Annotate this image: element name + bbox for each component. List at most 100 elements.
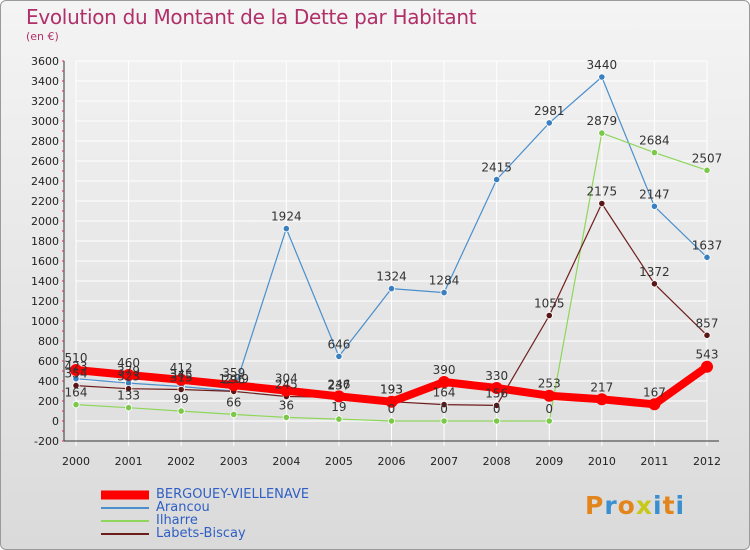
- x-tick-label: 2004: [272, 455, 300, 468]
- data-point: [545, 119, 553, 127]
- y-tick-label: 1600: [31, 255, 59, 268]
- data-point: [387, 417, 396, 425]
- data-point: [543, 389, 556, 402]
- chart-title: Evolution du Montant de la Dette par Hab…: [26, 5, 477, 29]
- data-label: 253: [538, 377, 561, 391]
- data-label: 99: [174, 392, 189, 406]
- data-point: [703, 331, 711, 339]
- data-label: 0: [440, 402, 448, 416]
- data-label: 2147: [639, 187, 670, 201]
- brand-letter: i: [653, 491, 663, 520]
- data-point: [703, 166, 711, 174]
- data-point: [70, 364, 82, 376]
- brand-letter: r: [604, 491, 618, 520]
- data-point: [72, 381, 80, 390]
- data-point: [701, 360, 713, 373]
- data-point: [545, 311, 553, 320]
- data-point: [282, 413, 290, 421]
- x-tick-label: 2008: [483, 455, 511, 468]
- data-label: 2879: [587, 114, 618, 128]
- y-tick-label: 1800: [31, 235, 59, 248]
- data-label: 237: [327, 378, 350, 392]
- data-label: 246: [327, 377, 350, 391]
- data-label: 245: [275, 378, 298, 392]
- data-label: 1284: [429, 274, 460, 288]
- x-tick-label: 2010: [588, 455, 616, 468]
- data-point: [598, 73, 606, 81]
- legend-label: Ilharre: [156, 513, 198, 528]
- legend-item: BERGOUEY-VIELLENAVE: [101, 488, 309, 501]
- y-tick-label: 600: [38, 355, 59, 368]
- data-label: 296: [222, 372, 245, 386]
- data-label: 164: [433, 386, 456, 400]
- data-label: 2981: [534, 104, 565, 118]
- data-label: 304: [275, 372, 298, 386]
- brand-letter: x: [635, 491, 653, 520]
- x-tick-label: 2007: [430, 455, 458, 468]
- data-label: 423: [65, 360, 88, 374]
- data-label: 1055: [534, 297, 565, 311]
- data-point: [177, 407, 185, 415]
- data-point: [72, 400, 80, 409]
- data-point: [230, 410, 238, 418]
- y-tick-label: 2600: [31, 155, 59, 168]
- y-tick-label: 3600: [31, 55, 59, 68]
- data-label: 164: [65, 386, 88, 400]
- data-label: 3440: [587, 58, 618, 72]
- data-label: 510: [65, 351, 88, 365]
- data-point: [385, 395, 398, 408]
- data-point: [177, 385, 185, 394]
- data-label: 0: [493, 402, 501, 416]
- data-point: [650, 280, 659, 288]
- data-label: 359: [222, 366, 245, 380]
- data-point: [598, 129, 606, 137]
- y-tick-label: 3000: [31, 115, 59, 128]
- data-point: [387, 284, 396, 293]
- y-tick-label: 2800: [31, 135, 59, 148]
- y-tick-label: 1400: [31, 275, 59, 288]
- chart-unit: (en €): [26, 30, 59, 43]
- data-label: 345: [170, 368, 193, 382]
- x-tick-label: 2001: [115, 455, 143, 468]
- y-tick-label: 2400: [31, 175, 59, 188]
- data-label: 19: [331, 400, 346, 414]
- data-point: [440, 417, 448, 425]
- data-point: [124, 404, 133, 412]
- brand-letter: t: [662, 491, 676, 520]
- data-label: 1637: [692, 238, 723, 252]
- data-point: [440, 288, 448, 297]
- data-point: [493, 417, 501, 425]
- data-point: [598, 199, 606, 208]
- x-tick-label: 2006: [378, 455, 406, 468]
- data-label: 1924: [271, 210, 302, 224]
- data-label: 2175: [587, 185, 618, 199]
- data-label: 543: [696, 348, 719, 362]
- data-label: 315: [170, 371, 193, 385]
- legend-item: Arancou: [101, 501, 309, 514]
- legend-swatch: [101, 532, 149, 535]
- data-point: [595, 393, 608, 406]
- data-label: 2415: [481, 161, 512, 175]
- data-label: 133: [117, 389, 140, 403]
- brand-letter: P: [585, 491, 605, 520]
- legend-swatch: [101, 519, 149, 522]
- data-label: 217: [590, 380, 613, 394]
- data-label: 412: [170, 361, 193, 375]
- data-point: [440, 400, 448, 409]
- data-label: 193: [380, 383, 403, 397]
- chart-legend: BERGOUEY-VIELLENAVE Arancou Ilharre Labets-…: [101, 488, 309, 540]
- data-label: 379: [117, 364, 140, 378]
- series-bergouey-viellenave: [70, 360, 713, 411]
- data-label: 193: [380, 383, 403, 397]
- data-labels: 510 460 412 359 304 246 193 390 330 253 217 167 543 4…: [65, 58, 723, 416]
- data-label: 460: [117, 356, 140, 370]
- data-point: [493, 175, 501, 184]
- data-label: 354: [65, 367, 88, 381]
- x-tick-label: 2009: [535, 455, 563, 468]
- data-label: 36: [279, 398, 294, 412]
- data-label: 323: [117, 370, 140, 384]
- y-tick-label: 2000: [31, 215, 59, 228]
- y-tick-label: 3200: [31, 95, 59, 108]
